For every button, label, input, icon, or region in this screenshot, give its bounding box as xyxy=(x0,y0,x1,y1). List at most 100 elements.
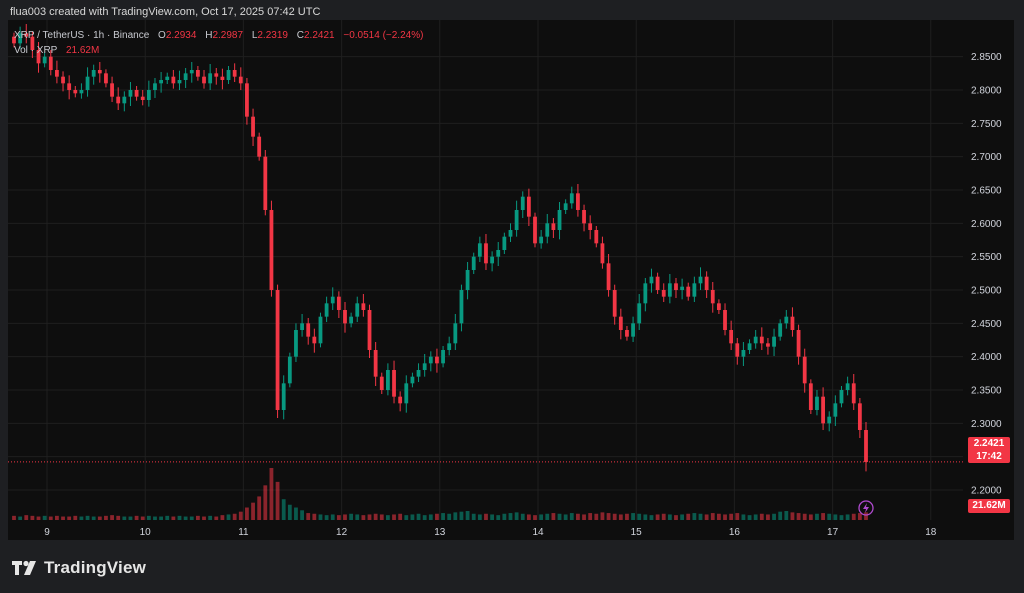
legend-change: −0.0514 (−2.24%) xyxy=(343,30,424,41)
legend-close-key: C xyxy=(296,30,304,41)
tradingview-logo[interactable]: TradingView xyxy=(12,558,146,578)
lightning-icon xyxy=(863,503,869,513)
volume-bar xyxy=(490,514,495,520)
volume-bar xyxy=(48,516,53,520)
candle-body xyxy=(159,80,164,84)
volume-bar xyxy=(741,514,746,520)
volume-bar xyxy=(226,514,231,520)
volume-bar xyxy=(753,514,758,520)
volume-bar xyxy=(128,516,133,520)
candle-body xyxy=(637,303,642,324)
candle-body xyxy=(857,403,862,430)
volume-bar xyxy=(551,513,556,520)
x-tick-label: 12 xyxy=(336,527,348,538)
volume-bar xyxy=(422,515,427,520)
volume-bar xyxy=(153,516,157,520)
volume-bar xyxy=(183,516,188,520)
candle-body xyxy=(526,196,531,217)
volume-bar xyxy=(588,513,593,520)
y-tick-label: 2.6500 xyxy=(971,186,1002,197)
candle-body xyxy=(625,330,629,337)
volume-bar xyxy=(484,513,488,520)
candle-body xyxy=(490,256,495,264)
volume-bar xyxy=(716,513,721,520)
candle-body xyxy=(551,223,556,230)
legend-volume-label[interactable]: Vol · XRP xyxy=(14,45,58,56)
chart-panel[interactable]: 2.8500 2.8000 2.7500 2.7000 2.6500 2.6000 2.55… xyxy=(8,20,1014,540)
candle-body xyxy=(238,76,243,84)
legend-high-key: H xyxy=(205,30,213,41)
candle-body xyxy=(55,70,59,77)
candle-body xyxy=(723,310,727,330)
candle-body xyxy=(643,283,648,304)
candle-body xyxy=(300,323,304,330)
candle-body xyxy=(569,193,574,204)
candle-body xyxy=(655,276,660,290)
x-tick-label: 11 xyxy=(238,527,249,538)
volume-bar xyxy=(318,514,323,520)
candle-body xyxy=(759,336,764,344)
volume-bar xyxy=(845,514,850,520)
volume-bar xyxy=(729,513,734,520)
volume-bar xyxy=(508,513,513,520)
price-chart[interactable]: 2.8500 2.8000 2.7500 2.7000 2.6500 2.6000 2.55… xyxy=(8,20,1014,540)
candle-body xyxy=(594,230,599,244)
volume-bar xyxy=(533,515,537,520)
candle-body xyxy=(189,70,194,74)
volume-bar xyxy=(735,513,740,520)
candle-body xyxy=(674,283,678,290)
volume-bar xyxy=(238,511,243,520)
volume-bar xyxy=(502,513,507,520)
candle-body xyxy=(649,276,654,284)
candle-body xyxy=(612,290,617,317)
candle-body xyxy=(48,56,53,70)
volume-bar xyxy=(287,504,292,520)
candle-body xyxy=(392,370,396,397)
volume-bar xyxy=(661,513,666,520)
candle-body xyxy=(539,236,544,244)
candle-body xyxy=(631,323,635,337)
volume-bar xyxy=(471,513,476,520)
candle-body xyxy=(833,403,838,417)
volume-bar xyxy=(674,515,678,520)
legend-volume-row: Vol · XRP 21.62M xyxy=(14,43,423,58)
legend-volume-value: 21.62M xyxy=(65,45,100,56)
candle-body xyxy=(318,316,323,344)
volume-bar xyxy=(355,514,360,520)
candle-body xyxy=(545,223,550,237)
y-tick-label: 2.5000 xyxy=(971,286,1002,297)
candle-body xyxy=(251,116,255,137)
volume-bar xyxy=(857,513,862,520)
volume-bar xyxy=(36,516,41,520)
volume-bar xyxy=(140,516,145,520)
volume-bar xyxy=(18,516,23,520)
volume-bar xyxy=(649,515,654,520)
volume-bar xyxy=(612,513,617,520)
candle-body xyxy=(263,156,268,210)
candle-body xyxy=(428,356,433,364)
volume-bar xyxy=(796,513,801,520)
volume-bar xyxy=(116,515,121,520)
legend-low: 2.2319 xyxy=(257,30,288,41)
y-tick-label: 2.2000 xyxy=(971,486,1002,497)
volume-bar xyxy=(275,481,280,520)
volume-bar xyxy=(747,515,752,520)
tradingview-brand: TradingView xyxy=(44,558,147,577)
candle-body xyxy=(477,243,482,257)
candle-body xyxy=(557,210,562,230)
volume-bar xyxy=(680,514,685,520)
candle-body xyxy=(12,36,16,44)
events-icon xyxy=(858,500,874,516)
volume-bar xyxy=(177,515,182,520)
legend-open: 2.2934 xyxy=(165,30,197,41)
candle-body xyxy=(471,256,476,270)
candle-body xyxy=(36,50,41,64)
candle-body xyxy=(618,316,623,330)
volume-bar xyxy=(600,512,605,520)
legend-symbol[interactable]: XRP / TetherUS · 1h · Binance xyxy=(14,30,150,41)
candle-body xyxy=(729,330,734,344)
volume-bar xyxy=(12,515,16,520)
candle-body xyxy=(214,73,219,77)
volume-bar xyxy=(300,510,304,520)
